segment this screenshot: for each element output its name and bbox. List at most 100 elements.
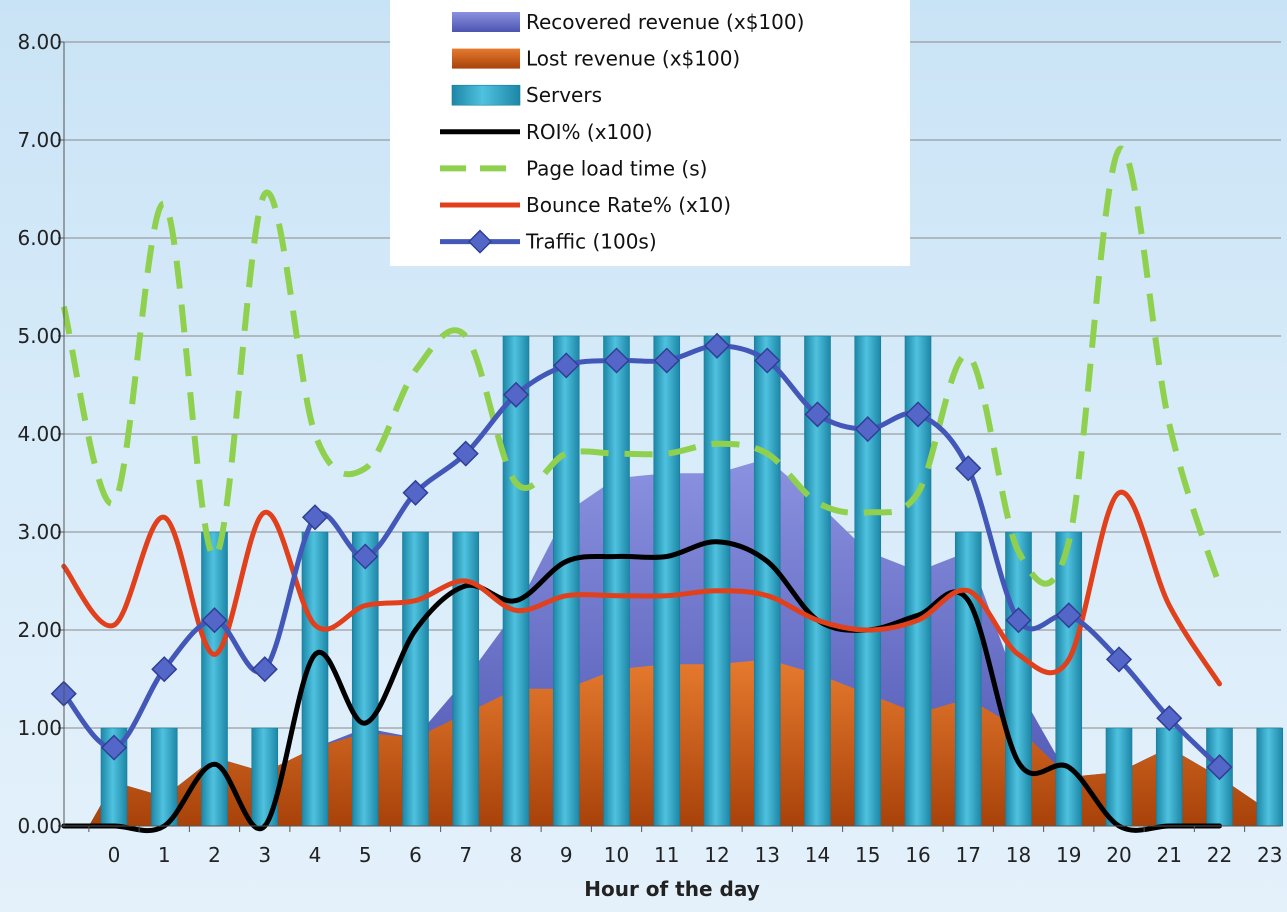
x-tick-label: 3 [258,843,271,867]
x-tick-label: 1 [158,843,171,867]
x-tick-label: 0 [108,843,121,867]
traffic-marker [301,504,329,531]
x-tick-label: 17 [956,843,981,867]
server-bar [1155,727,1183,827]
x-tick-label: 4 [309,843,322,867]
legend-label: Page load time (s) [526,156,707,180]
y-tick-label: 5.00 [17,324,62,348]
traffic-marker [402,479,429,506]
traffic-marker [1105,646,1133,673]
x-tick-label: 10 [604,843,629,867]
traffic-marker [904,401,932,428]
traffic-marker [452,440,479,467]
x-tick-label: 8 [510,843,523,867]
x-tick-label: 15 [855,843,880,867]
traffic-marker [553,352,580,379]
traffic-marker [251,656,278,683]
server-bar [150,727,178,827]
legend: Recovered revenue (x$100) Lost revenue (x… [390,0,910,266]
x-tick-label: 14 [805,843,830,867]
x-tick-label: 6 [409,843,422,867]
x-tick-label: 21 [1157,843,1182,867]
server-bar [954,531,982,827]
line-series [50,145,1233,834]
x-tick-label: 23 [1257,843,1282,867]
server-bar [1206,727,1233,827]
server-bars [100,335,1284,827]
traffic-marker [502,381,530,408]
legend-swatch [452,48,520,69]
server-bar [1105,727,1133,827]
traffic-marker [703,332,731,359]
x-tick-label: 12 [704,843,729,867]
legend-item: Recovered revenue (x$100) [452,10,804,34]
server-bar [603,335,630,827]
legend-item: Lost revenue (x$100) [452,47,740,71]
traffic-marker [603,347,630,374]
x-tick-label: 13 [755,843,780,867]
server-bar [1256,727,1284,827]
traffic-marker [1156,705,1183,732]
traffic-marker [1005,607,1032,634]
server-bar [1055,531,1083,827]
legend-label: Servers [526,83,602,107]
legend-label: Traffic (100s) [525,230,657,254]
traffic-marker [1055,602,1082,629]
x-tick-label: 2 [208,843,221,867]
traffic-marker [653,347,680,374]
y-tick-label: 7.00 [17,128,62,152]
server-bar [502,335,530,827]
legend-marker [467,229,493,254]
y-tick-label: 1.00 [17,716,62,740]
x-tick-label: 16 [905,843,930,867]
x-axis: 0 1 2 3 4 5 6 7 8 9 10 11 12 13 14 15 16 17 18 19 20 21 22 23 [64,825,1282,867]
traffic-marker [804,401,831,428]
traffic-marker [151,656,178,683]
x-tick-label: 7 [459,843,472,867]
y-tick-label: 6.00 [17,226,62,250]
server-bar [552,335,580,827]
server-bar [201,531,228,827]
server-bar [854,335,882,827]
traffic-marker [201,607,228,634]
traffic-marker [754,347,781,374]
legend-item: Page load time (s) [440,156,707,180]
legend-item: Servers [451,83,602,107]
x-tick-label: 22 [1207,843,1232,867]
line-bounce-rate [61,489,1222,687]
legend-swatch [451,84,521,106]
traffic-marker [955,455,982,482]
legend-item: Traffic (100s) [440,229,657,254]
y-tick-label: 0.00 [17,814,62,838]
line-page-load-time [60,145,1223,587]
x-tick-label: 19 [1056,843,1081,867]
server-bar [753,335,781,827]
server-bar [1005,531,1032,827]
legend-label: ROI% (x100) [526,120,653,144]
server-bar [703,335,731,827]
server-bar [351,531,379,827]
legend-item: Bounce Rate% (x10) [440,193,731,217]
y-tick-label: 8.00 [17,30,62,54]
line-roi [61,539,1222,834]
legend-label: Bounce Rate% (x10) [526,193,731,217]
y-tick-label: 4.00 [17,422,62,446]
traffic-marker [100,734,128,761]
x-axis-title: Hour of the day [584,877,760,901]
server-bar [402,531,429,827]
x-tick-label: 9 [560,843,573,867]
server-bar [452,531,480,827]
x-tick-label: 18 [1006,843,1031,867]
legend-item: ROI% (x100) [440,120,653,144]
x-tick-label: 20 [1106,843,1131,867]
legend-label: Lost revenue (x$100) [526,47,740,71]
x-tick-label: 5 [359,843,372,867]
y-tick-label: 3.00 [17,520,62,544]
traffic-marker [352,543,379,570]
legend-label: Recovered revenue (x$100) [526,10,804,34]
y-axis: 0.00 1.00 2.00 3.00 4.00 5.00 6.00 7.00 8.00 [17,30,65,838]
legend-swatch [452,12,520,32]
traffic-marker [854,416,881,443]
x-tick-label: 11 [654,843,679,867]
server-bar [653,335,681,827]
